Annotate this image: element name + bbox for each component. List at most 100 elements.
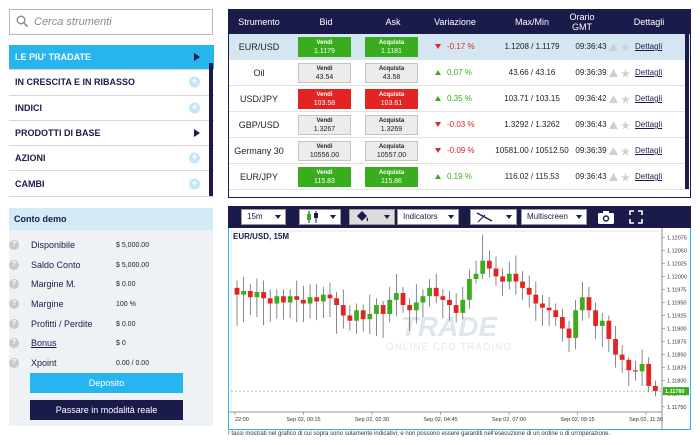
details-link[interactable]: Dettagli bbox=[635, 42, 663, 51]
star-icon[interactable] bbox=[621, 43, 630, 54]
multiscreen-dropdown[interactable]: Multiscreen bbox=[521, 209, 587, 225]
table-row-usd-jpy[interactable]: USD/JPY Vendi 103.58 Acquista 103.61 0.35 % 10… bbox=[229, 86, 690, 112]
alert-triangle-icon[interactable] bbox=[609, 173, 618, 183]
deposit-button[interactable]: Deposito bbox=[30, 373, 183, 393]
help-icon[interactable]: ? bbox=[9, 260, 19, 270]
sell-button[interactable]: Vendi 1.3267 bbox=[298, 115, 351, 135]
sell-label: Vendi bbox=[316, 118, 333, 124]
sell-button[interactable]: Vendi 10556.00 bbox=[298, 141, 351, 161]
details-link[interactable]: Dettagli bbox=[635, 172, 663, 181]
ask-price: 1.1181 bbox=[381, 48, 402, 55]
chevron-down-icon bbox=[576, 215, 582, 219]
chart-type-dropdown[interactable] bbox=[299, 209, 341, 225]
alert-triangle-icon[interactable] bbox=[609, 43, 618, 53]
help-icon[interactable]: ? bbox=[9, 240, 19, 250]
candle-body bbox=[526, 287, 532, 295]
menu-item-label: IN CRESCITA E IN RIBASSO bbox=[15, 77, 136, 88]
drawing-tools-dropdown[interactable] bbox=[470, 209, 517, 225]
instrument-name[interactable]: GBP/USD bbox=[238, 120, 280, 130]
sell-button[interactable]: Vendi 1.1179 bbox=[298, 37, 351, 57]
buy-button[interactable]: Acquista 103.61 bbox=[365, 89, 418, 109]
candle-body bbox=[546, 307, 552, 311]
table-row-eur-jpy[interactable]: EUR/JPY Vendi 115.83 Acquista 115.86 0.19 % 11… bbox=[229, 164, 690, 190]
details-link[interactable]: Dettagli bbox=[635, 120, 663, 129]
candle-body bbox=[633, 370, 638, 372]
star-icon[interactable] bbox=[621, 95, 630, 106]
candle-body bbox=[593, 310, 598, 326]
camera-icon[interactable] bbox=[597, 209, 615, 227]
instrument-name[interactable]: EUR/JPY bbox=[239, 172, 278, 182]
expand-plus-icon: + bbox=[189, 102, 200, 114]
help-icon[interactable]: ? bbox=[9, 358, 19, 368]
candle-body bbox=[493, 268, 499, 277]
table-scrollbar[interactable] bbox=[685, 34, 689, 189]
alert-triangle-icon[interactable] bbox=[609, 69, 618, 79]
alert-triangle-icon[interactable] bbox=[609, 95, 618, 105]
menu-item-indices[interactable]: INDICI + bbox=[9, 96, 214, 121]
header-time-line2: GMT bbox=[571, 22, 592, 32]
instrument-name[interactable]: USD/JPY bbox=[239, 94, 278, 104]
candle-body bbox=[334, 298, 340, 306]
search-input[interactable] bbox=[34, 13, 206, 31]
menu-item-commodities[interactable]: PRODOTTI DI BASE bbox=[9, 121, 214, 147]
indicators-dropdown[interactable]: Indicators bbox=[397, 209, 459, 225]
switch-to-real-button[interactable]: Passare in modalità reale bbox=[30, 400, 183, 420]
menu-item-currencies[interactable]: CAMBI + bbox=[9, 171, 214, 197]
instrument-name[interactable]: Germany 30 bbox=[234, 146, 284, 156]
buy-button[interactable]: Acquista 115.86 bbox=[365, 167, 418, 187]
change-cell: 0.35 % bbox=[435, 86, 491, 112]
table-row-gbp-usd[interactable]: GBP/USD Vendi 1.3267 Acquista 1.3269 -0.03 % 1… bbox=[229, 112, 690, 138]
price-chart[interactable]: TRADE ONLINE CFD TRADING 1.12075 1.12050 1.1… bbox=[228, 228, 691, 430]
sell-button[interactable]: Vendi 43.54 bbox=[298, 63, 351, 83]
instrument-name[interactable]: Oil bbox=[253, 68, 265, 78]
star-icon[interactable] bbox=[621, 69, 630, 80]
table-row-eur-usd[interactable]: EUR/USD Vendi 1.1179 Acquista 1.1181 -0.17 % 1… bbox=[229, 34, 690, 60]
bonus-link[interactable]: Bonus bbox=[31, 338, 57, 348]
account-value: $ 5,000.00 bbox=[116, 261, 150, 269]
candle-body bbox=[553, 310, 559, 318]
buy-button[interactable]: Acquista 1.1181 bbox=[365, 37, 418, 57]
change-value: 0.19 % bbox=[447, 172, 472, 181]
candle-body bbox=[241, 290, 247, 295]
account-value: $ 0.00 bbox=[116, 280, 136, 288]
alert-triangle-icon[interactable] bbox=[609, 147, 618, 157]
menu-item-stocks[interactable]: AZIONI + bbox=[9, 146, 214, 172]
table-row-oil[interactable]: Oil Vendi 43.54 Acquista 43.58 0.07 % 43.66 / … bbox=[229, 60, 690, 86]
account-row-bonus: ? Bonus $ 0 bbox=[0, 336, 204, 350]
candle-body bbox=[513, 273, 519, 282]
fullscreen-icon[interactable] bbox=[629, 210, 643, 226]
details-link[interactable]: Dettagli bbox=[635, 68, 663, 77]
star-icon[interactable] bbox=[621, 173, 630, 184]
menu-scrollbar[interactable] bbox=[209, 63, 213, 196]
help-icon[interactable]: ? bbox=[9, 319, 19, 329]
help-icon[interactable]: ? bbox=[9, 299, 19, 309]
alert-triangle-icon[interactable] bbox=[609, 121, 618, 131]
account-row-profit-loss: ? Profitti / Perdite $ 0.00 bbox=[0, 317, 204, 331]
color-dropdown[interactable] bbox=[349, 209, 395, 225]
sell-button[interactable]: Vendi 115.83 bbox=[298, 167, 351, 187]
buy-button[interactable]: Acquista 10557.00 bbox=[365, 141, 418, 161]
star-icon[interactable] bbox=[621, 147, 630, 158]
bid-price: 10556.00 bbox=[309, 152, 340, 159]
timeframe-dropdown[interactable]: 15m bbox=[241, 209, 286, 225]
search-box[interactable] bbox=[9, 9, 213, 35]
buy-button[interactable]: Acquista 43.58 bbox=[365, 63, 418, 83]
menu-item-label: PRODOTTI DI BASE bbox=[15, 128, 101, 139]
menu-item-label: CAMBI bbox=[15, 178, 45, 189]
help-icon[interactable]: ? bbox=[9, 279, 19, 289]
candle-body bbox=[367, 313, 373, 320]
star-icon[interactable] bbox=[621, 121, 630, 132]
sell-button[interactable]: Vendi 103.58 bbox=[298, 89, 351, 109]
menu-item-most-traded[interactable]: LE PIU' TRADATE bbox=[9, 45, 214, 71]
menu-item-rising-falling[interactable]: IN CRESCITA E IN RIBASSO + bbox=[9, 70, 214, 96]
instrument-name[interactable]: EUR/USD bbox=[238, 42, 280, 52]
header-details: Dettagli bbox=[633, 17, 665, 27]
buy-button[interactable]: Acquista 1.3269 bbox=[365, 115, 418, 135]
details-link[interactable]: Dettagli bbox=[635, 94, 663, 103]
ask-price: 10557.00 bbox=[376, 152, 407, 159]
table-row-germany-30[interactable]: Germany 30 Vendi 10556.00 Acquista 10557.00 -… bbox=[229, 138, 690, 164]
candle-body bbox=[327, 294, 333, 299]
details-link[interactable]: Dettagli bbox=[635, 146, 663, 155]
help-icon[interactable]: ? bbox=[9, 338, 19, 348]
